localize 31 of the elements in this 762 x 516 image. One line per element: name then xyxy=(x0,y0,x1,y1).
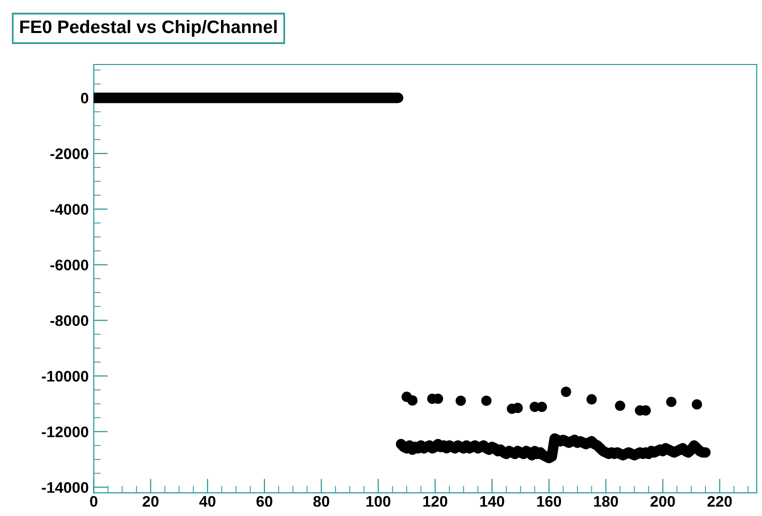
y-tick-label: -14000 xyxy=(42,482,88,493)
y-tick-label: -6000 xyxy=(50,260,88,270)
x-tick-label: 100 xyxy=(366,496,390,507)
chart-title: FE0 Pedestal vs Chip/Channel xyxy=(20,20,277,37)
y-tick-label: 0 xyxy=(80,92,88,104)
x-tick-label: 60 xyxy=(256,496,272,507)
point xyxy=(560,386,572,397)
point xyxy=(586,394,597,404)
x-tick-label: 80 xyxy=(313,496,330,507)
x-tick-label: 180 xyxy=(594,496,618,507)
point xyxy=(666,396,676,407)
x-tick-label: 140 xyxy=(480,496,504,507)
x-tick-label: 120 xyxy=(423,496,448,507)
y-tick-label: -2000 xyxy=(50,148,88,160)
point xyxy=(614,400,626,411)
x-tick-label: 20 xyxy=(142,496,158,507)
y-tick-label: -4000 xyxy=(50,204,88,215)
point xyxy=(536,402,547,412)
x-tick-label: 200 xyxy=(650,496,675,507)
point xyxy=(692,399,702,410)
x-tick-label: 220 xyxy=(707,496,732,507)
point xyxy=(407,395,418,406)
y-tick-label: -12000 xyxy=(42,426,88,438)
point xyxy=(512,402,523,414)
point xyxy=(481,396,492,406)
x-tick-label: 0 xyxy=(90,496,98,507)
y-tick-label: -8000 xyxy=(50,315,88,326)
x-tick-label: 160 xyxy=(537,496,562,507)
y-tick-label: -10000 xyxy=(42,370,88,382)
x-tick-label: 40 xyxy=(199,496,216,507)
point xyxy=(456,396,466,406)
